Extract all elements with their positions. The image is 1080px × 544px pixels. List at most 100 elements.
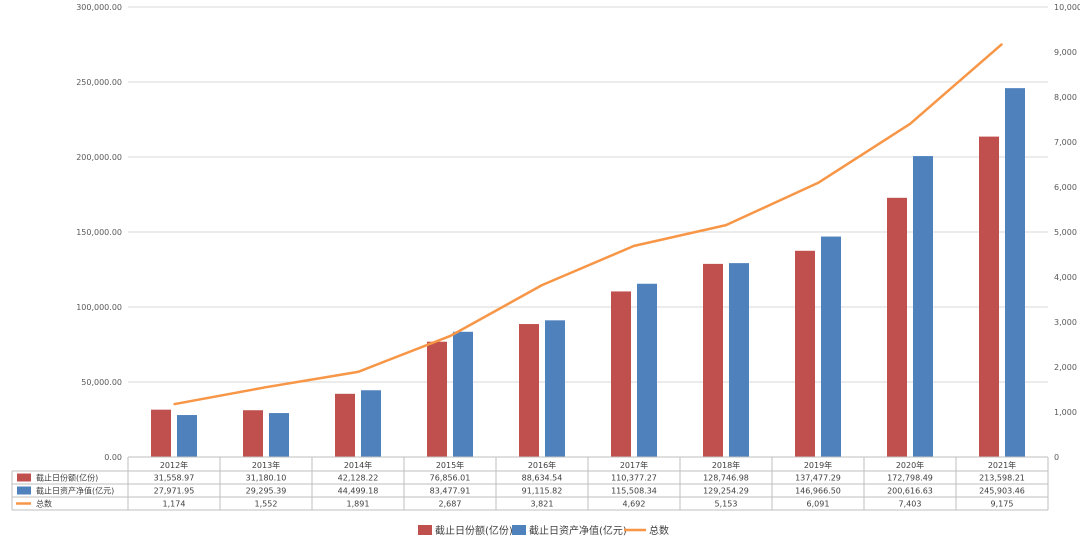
table-key-swatch [17, 473, 31, 482]
right-axis-tick-label: 2,000 [1054, 363, 1077, 372]
bar-1 [979, 136, 999, 457]
table-cell: 3,821 [531, 500, 554, 509]
right-axis-tick-label: 5,000 [1054, 228, 1077, 237]
right-axis-tick-label: 4,000 [1054, 273, 1077, 282]
bar-1 [795, 250, 815, 457]
legend-label: 截止日资产净值(亿元) [529, 524, 627, 537]
left-axis-tick-label: 0.00 [104, 453, 122, 462]
bar-1 [519, 324, 539, 457]
bar-2 [545, 320, 565, 457]
table-cell: 128,746.98 [703, 474, 749, 483]
table-cell: 129,254.29 [703, 487, 749, 496]
category-label: 2019年 [804, 460, 832, 470]
right-axis-tick-label: 1,000 [1054, 408, 1077, 417]
line-point [541, 284, 543, 286]
category-label: 2017年 [620, 460, 648, 470]
line-point [265, 386, 267, 388]
line-point [357, 371, 359, 373]
table-row-label: 截止日资产净值(亿元) [36, 486, 114, 496]
table-cell: 44,499.18 [338, 487, 379, 496]
table-cell: 31,558.97 [154, 474, 195, 483]
bar-2 [821, 236, 841, 457]
table-cell: 137,477.29 [795, 474, 841, 483]
table-row-label: 总数 [36, 499, 52, 509]
table-row-label: 截止日份额(亿份) [36, 473, 98, 483]
left-axis-tick-label: 250,000.00 [76, 78, 122, 87]
line-series-total [173, 43, 1003, 406]
category-label: 2016年 [528, 460, 556, 470]
bar-1 [335, 393, 355, 457]
bar-2 [729, 263, 749, 457]
table-cell: 115,508.34 [611, 487, 657, 496]
legend-key-swatch [512, 525, 526, 535]
right-axis-tick-label: 6,000 [1054, 183, 1077, 192]
bar-2 [637, 283, 657, 457]
bar-1 [243, 410, 263, 457]
left-axis-tick-label: 300,000.00 [76, 3, 122, 12]
table-cell: 200,616.63 [887, 487, 933, 496]
bar-1 [151, 409, 171, 457]
table-cell: 88,634.54 [522, 474, 563, 483]
bar-1 [611, 291, 631, 457]
line-point [633, 245, 635, 247]
right-axis-tick-label: 3,000 [1054, 318, 1077, 327]
table-cell: 9,175 [991, 500, 1014, 509]
bar-2 [1005, 88, 1025, 458]
table-cell: 1,552 [255, 500, 278, 509]
right-axis-tick-label: 8,000 [1054, 93, 1077, 102]
right-axis-tick-label: 0 [1054, 453, 1059, 462]
table-cell: 110,377.27 [611, 474, 657, 483]
legend-label: 总数 [649, 524, 669, 537]
bar-2 [177, 415, 197, 457]
table-cell: 76,856.01 [430, 474, 471, 483]
table-cell: 245,903.46 [979, 487, 1025, 496]
table-cell: 146,966.50 [795, 487, 841, 496]
line-point [909, 123, 911, 125]
table-cell: 4,692 [623, 500, 646, 509]
line-point [173, 403, 175, 405]
table-cell: 2,687 [439, 500, 462, 509]
table-cell: 1,174 [163, 500, 186, 509]
table-cell: 83,477.91 [430, 487, 471, 496]
category-label: 2015年 [436, 460, 464, 470]
left-axis-tick-label: 50,000.00 [81, 378, 122, 387]
table-cell: 1,891 [347, 500, 370, 509]
table-cell: 7,403 [899, 500, 922, 509]
category-label: 2021年 [988, 460, 1016, 470]
right-axis-tick-label: 9,000 [1054, 48, 1077, 57]
left-axis-tick-label: 100,000.00 [76, 303, 122, 312]
bar-1 [703, 263, 723, 457]
right-axis-tick-label: 7,000 [1054, 138, 1077, 147]
left-axis-tick-label: 150,000.00 [76, 228, 122, 237]
category-label: 2020年 [896, 460, 924, 470]
table-cell: 27,971.95 [154, 487, 195, 496]
table-key-swatch [17, 486, 31, 495]
line-point [1001, 43, 1003, 45]
line-point [725, 224, 727, 226]
line-point [449, 335, 451, 337]
bar-1 [427, 341, 447, 457]
table-cell: 31,180.10 [246, 474, 287, 483]
table-cell: 5,153 [715, 500, 738, 509]
category-label: 2013年 [252, 460, 280, 470]
table-cell: 213,598.21 [979, 474, 1025, 483]
bar-1 [887, 197, 907, 458]
left-axis-tick-label: 200,000.00 [76, 153, 122, 162]
category-label: 2014年 [344, 460, 372, 470]
legend-label: 截止日份额(亿份) [435, 524, 513, 537]
bar-2 [453, 331, 473, 457]
table-cell: 42,128.22 [338, 474, 379, 483]
bar-2 [269, 413, 289, 457]
table-cell: 172,798.49 [887, 474, 933, 483]
bar-2 [913, 156, 933, 457]
table-cell: 91,115.82 [522, 487, 563, 496]
bar-2 [361, 390, 381, 457]
table-cell: 6,091 [807, 500, 830, 509]
line-point [817, 182, 819, 184]
legend-key-swatch [418, 525, 432, 535]
category-label: 2018年 [712, 460, 740, 470]
right-axis-tick-label: 10,000 [1054, 3, 1080, 12]
category-label: 2012年 [160, 460, 188, 470]
table-cell: 29,295.39 [246, 487, 287, 496]
